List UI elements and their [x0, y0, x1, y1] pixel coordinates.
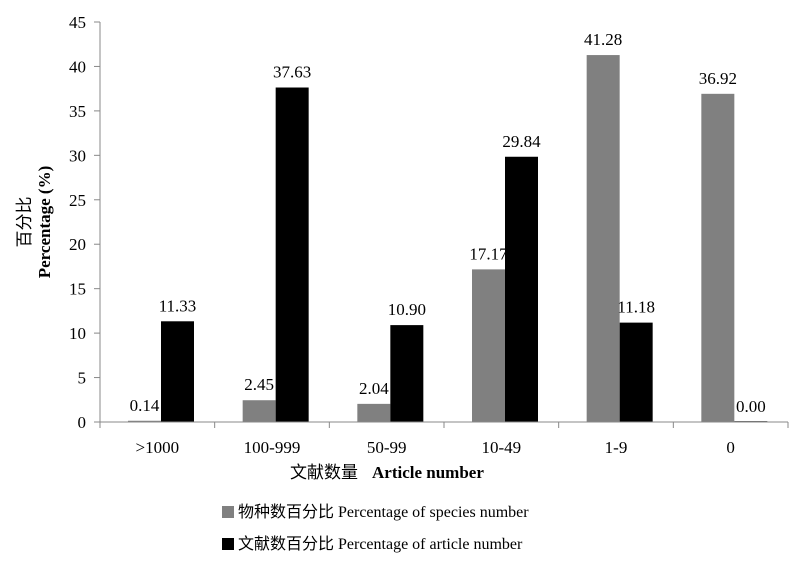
bars: [128, 55, 768, 423]
bar-series-2: [161, 321, 194, 422]
data-label: 41.28: [584, 30, 622, 49]
y-tick-label: 30: [69, 146, 86, 165]
y-tick-label: 5: [78, 369, 87, 388]
y-tick-label: 15: [69, 280, 86, 299]
data-label: 2.45: [244, 375, 274, 394]
x-tick-label: 50-99: [367, 438, 407, 457]
y-tick-label: 35: [69, 102, 86, 121]
x-axis-ticks: >1000 100-999 50-99 10-49 1-9 0: [99, 422, 789, 457]
bar-series-2: [390, 325, 424, 422]
bar-series-1: [357, 403, 391, 422]
data-label: 36.92: [699, 69, 737, 88]
bar-series-1: [472, 269, 505, 422]
bar-series-2: [505, 156, 538, 422]
x-tick-label: 10-49: [481, 438, 521, 457]
data-label: 0.14: [130, 396, 160, 415]
y-tick-label: 25: [69, 191, 86, 210]
x-axis-title-en: Article number: [372, 463, 484, 482]
data-label: 29.84: [502, 132, 541, 151]
y-tick-label: 45: [69, 13, 86, 32]
legend: 物种数百分比 Percentage of species number 文献数百分…: [222, 503, 529, 553]
x-tick-label: 0: [726, 438, 735, 457]
y-tick-label: 20: [69, 235, 86, 254]
legend-swatch-2: [222, 538, 234, 550]
bar-series-1: [242, 400, 276, 422]
bar-series-1: [586, 55, 620, 423]
legend-swatch-1: [222, 506, 234, 518]
bar-series-2: [275, 87, 309, 422]
bar-series-1: [128, 420, 161, 422]
data-labels: 0.14 2.45 2.04 17.17 41.28 36.92 11.33 37.63 10.…: [130, 30, 766, 416]
y-tick-label: 0: [78, 413, 87, 432]
data-label: 17.17: [469, 244, 508, 263]
x-tick-label: 1-9: [605, 438, 628, 457]
data-label: 10.90: [388, 300, 426, 319]
data-label: 2.04: [359, 379, 389, 398]
bar-series-2: [619, 322, 653, 422]
y-axis-title-cn: 百分比: [15, 197, 34, 248]
data-label: 0.00: [736, 397, 766, 416]
x-tick-label: >1000: [136, 438, 180, 457]
y-tick-label: 40: [69, 57, 86, 76]
bar-series-1: [701, 93, 735, 423]
y-axis-ticks: 0 5 10 15 20 25 30 35 40 45: [69, 13, 100, 432]
y-axis-title: 百分比 Percentage (%): [15, 166, 54, 279]
y-axis-title-en: Percentage (%): [35, 166, 54, 279]
data-label: 37.63: [273, 63, 311, 82]
x-tick-label: 100-999: [244, 438, 301, 457]
x-axis-title-cn: 文献数量: [290, 463, 358, 482]
legend-label-1: 物种数百分比 Percentage of species number: [238, 503, 529, 521]
data-label: 11.33: [159, 296, 197, 315]
x-axis-title: 文献数量 Article number: [290, 463, 484, 482]
y-tick-label: 10: [69, 324, 86, 343]
data-label: 11.18: [617, 298, 655, 317]
legend-label-2: 文献数百分比 Percentage of article number: [238, 535, 523, 553]
